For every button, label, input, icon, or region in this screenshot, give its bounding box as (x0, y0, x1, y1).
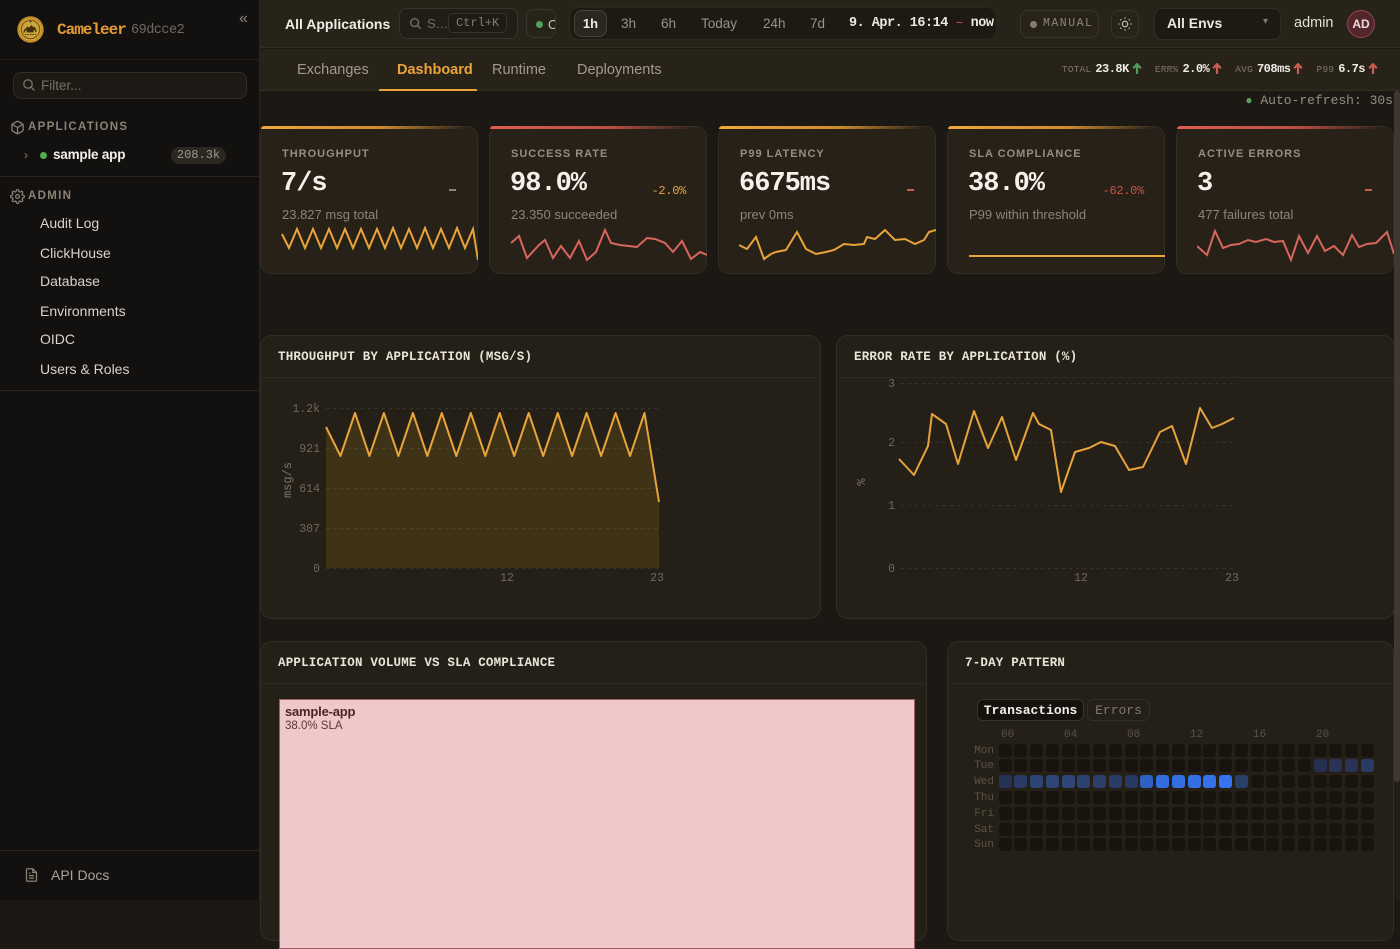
svg-text:0: 0 (888, 563, 895, 576)
svg-text:1: 1 (888, 500, 895, 513)
svg-text:1.2k: 1.2k (292, 403, 320, 416)
svg-text:3: 3 (888, 378, 895, 391)
svg-text:614: 614 (299, 483, 320, 496)
svg-text:23: 23 (1225, 572, 1239, 585)
svg-text:12: 12 (500, 572, 514, 585)
svg-text:msg/s: msg/s (281, 462, 295, 498)
svg-text:307: 307 (299, 523, 320, 536)
svg-text:0: 0 (313, 563, 320, 576)
svg-text:12: 12 (1074, 572, 1088, 585)
svg-text:23: 23 (650, 572, 664, 585)
svg-text:2: 2 (888, 437, 895, 450)
svg-text:%: % (855, 478, 869, 486)
svg-text:921: 921 (299, 443, 320, 456)
